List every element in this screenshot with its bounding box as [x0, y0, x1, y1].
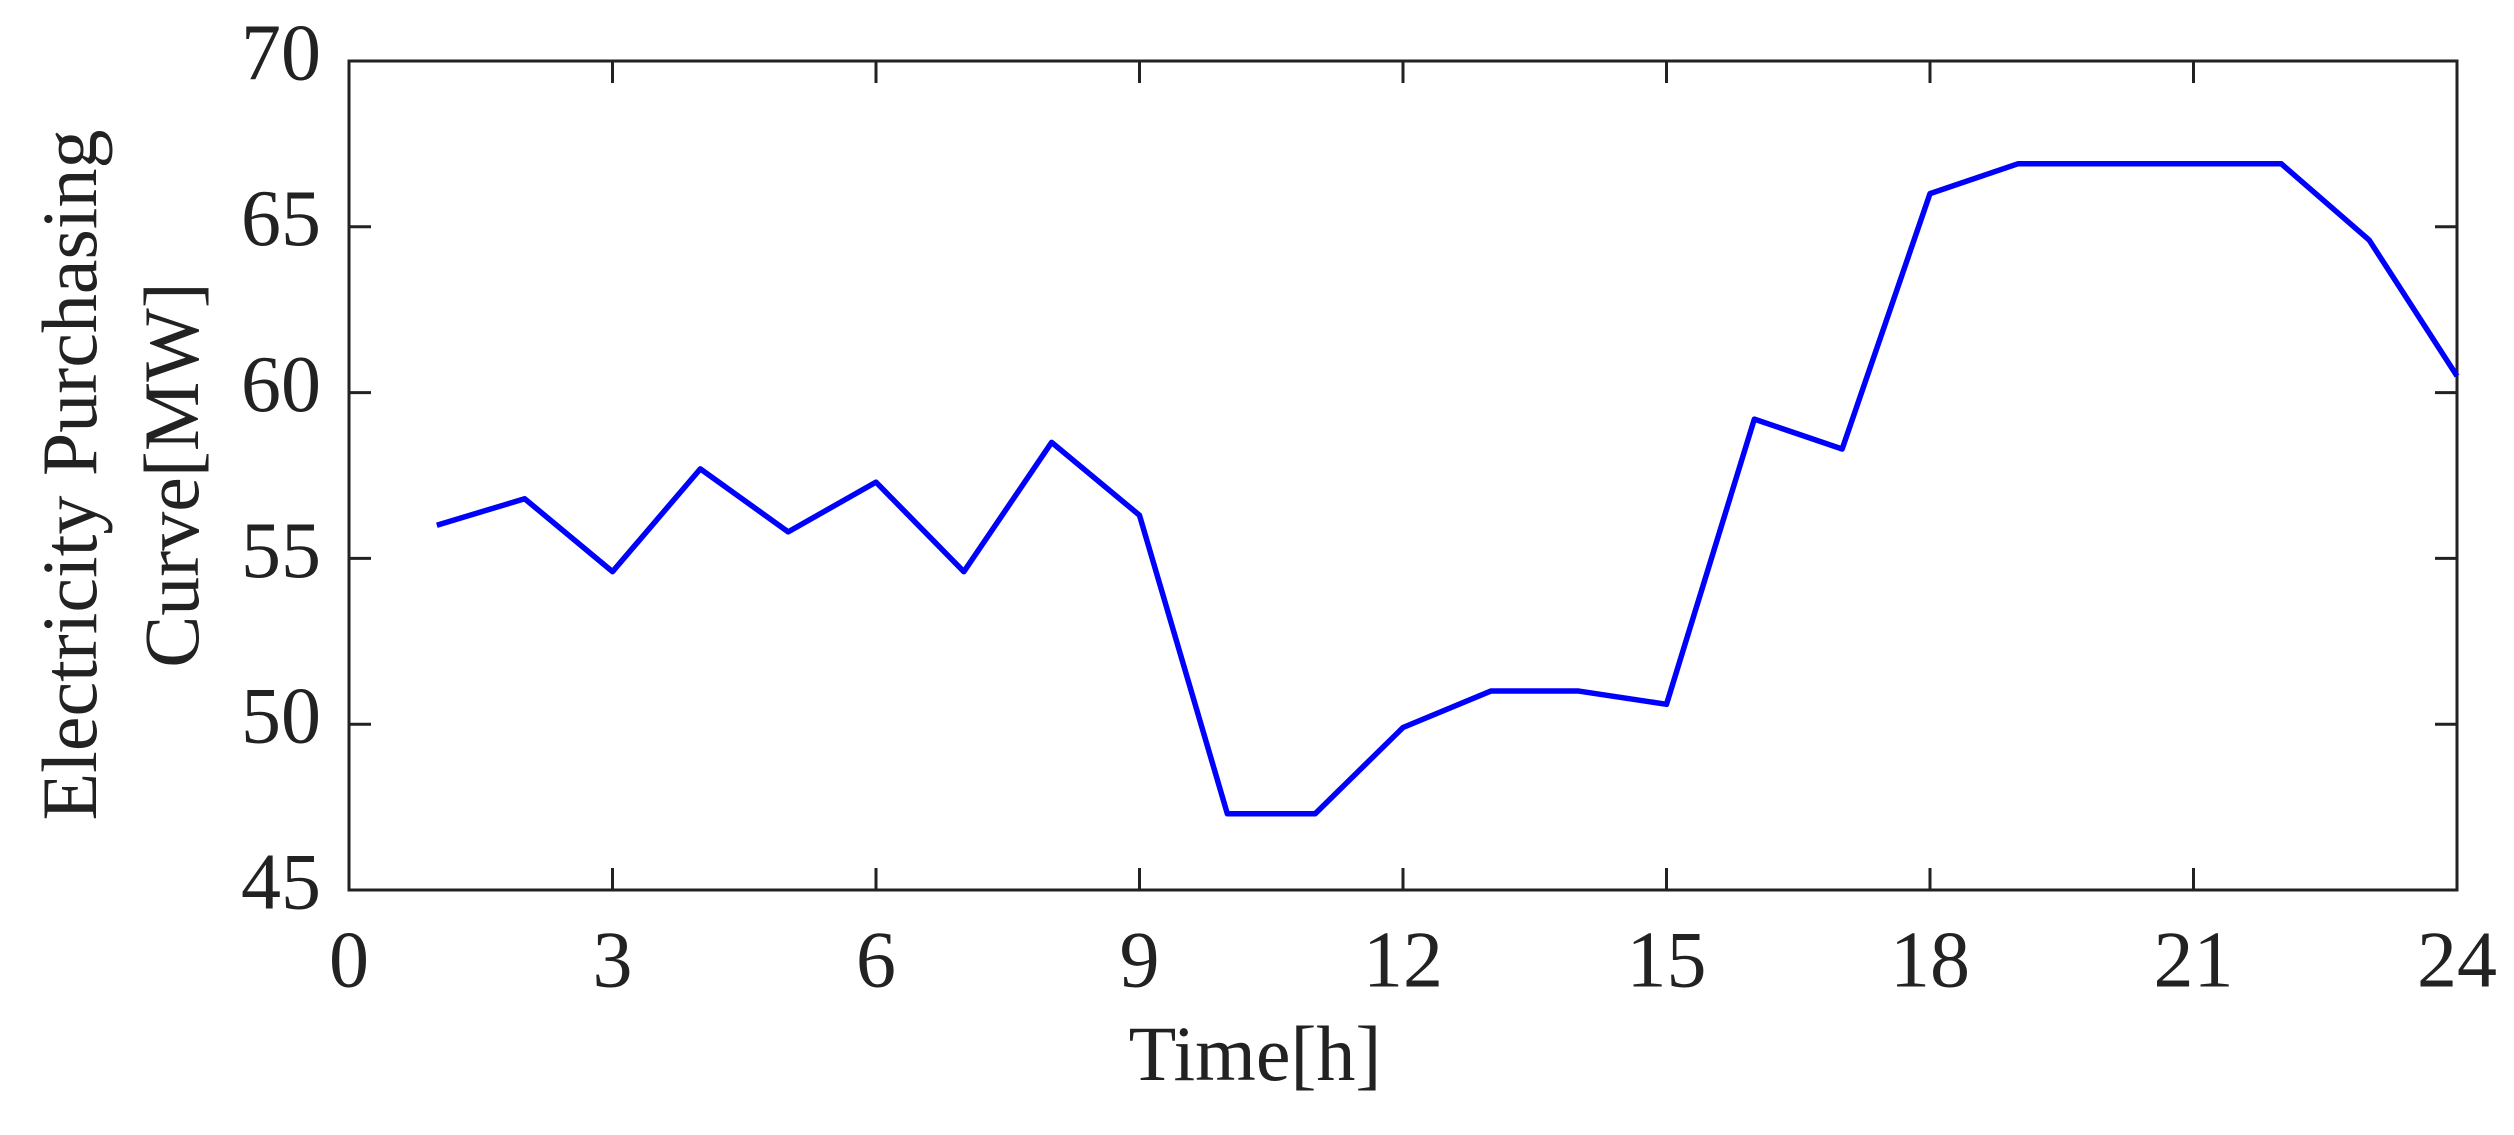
y-axis-label: Curve[MW] — [128, 282, 215, 668]
data-line — [436, 161, 2460, 817]
y-tick-label: 70 — [241, 9, 321, 97]
y-axis-label: Electricity Purchasing — [26, 130, 113, 821]
plot-frame — [347, 59, 2459, 892]
y-tick-label: 50 — [241, 673, 321, 761]
x-tick-label: 0 — [329, 916, 369, 1004]
x-axis-label: Time[h] — [1129, 1010, 1382, 1097]
y-tick-label: 65 — [241, 175, 321, 263]
x-tick-label: 21 — [2154, 916, 2234, 1004]
x-tick-label: 24 — [2417, 916, 2497, 1004]
x-tick-label: 6 — [856, 916, 896, 1004]
x-tick-label: 18 — [1890, 916, 1970, 1004]
x-tick-label: 12 — [1363, 916, 1443, 1004]
x-tick-label: 15 — [1627, 916, 1707, 1004]
y-tick-label: 55 — [241, 507, 321, 595]
y-tick-label: 45 — [241, 838, 321, 926]
x-tick-label: 3 — [593, 916, 633, 1004]
x-tick-label: 9 — [1120, 916, 1160, 1004]
y-tick-label: 60 — [241, 341, 321, 429]
